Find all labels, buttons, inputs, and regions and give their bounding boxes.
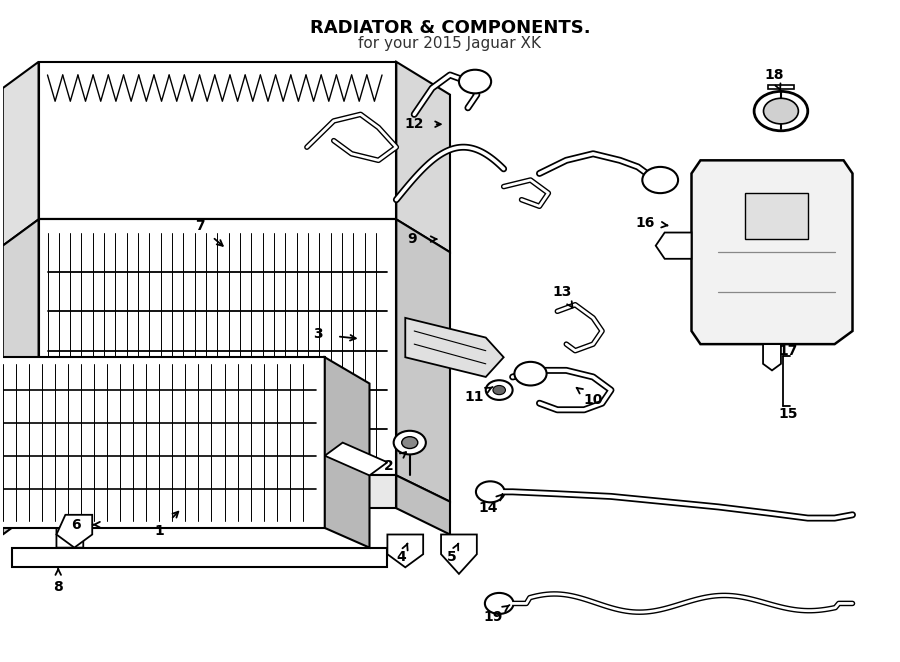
- Text: 12: 12: [404, 117, 424, 131]
- Polygon shape: [57, 515, 84, 547]
- Circle shape: [459, 70, 491, 93]
- Polygon shape: [3, 475, 39, 534]
- Polygon shape: [691, 160, 852, 344]
- Polygon shape: [387, 534, 423, 567]
- Polygon shape: [39, 475, 396, 508]
- Circle shape: [493, 385, 506, 395]
- Text: 7: 7: [194, 219, 204, 233]
- Polygon shape: [0, 357, 325, 528]
- Polygon shape: [763, 344, 781, 370]
- Text: 8: 8: [53, 580, 63, 594]
- Polygon shape: [3, 219, 39, 495]
- Circle shape: [763, 98, 798, 124]
- Polygon shape: [3, 62, 39, 246]
- Circle shape: [643, 167, 678, 193]
- Circle shape: [515, 362, 546, 385]
- Polygon shape: [57, 515, 92, 547]
- Text: 13: 13: [552, 285, 572, 299]
- Text: 16: 16: [635, 216, 654, 230]
- Polygon shape: [745, 193, 808, 239]
- Polygon shape: [325, 443, 387, 475]
- Polygon shape: [325, 357, 370, 547]
- Polygon shape: [12, 547, 387, 567]
- Polygon shape: [405, 318, 504, 377]
- Polygon shape: [441, 534, 477, 574]
- Text: 4: 4: [397, 551, 407, 565]
- Text: 19: 19: [483, 610, 502, 624]
- Text: RADIATOR & COMPONENTS.: RADIATOR & COMPONENTS.: [310, 19, 590, 37]
- Circle shape: [476, 481, 505, 502]
- Text: 10: 10: [583, 393, 603, 407]
- Text: 14: 14: [479, 501, 499, 515]
- Text: 9: 9: [408, 232, 418, 246]
- Polygon shape: [396, 219, 450, 502]
- Text: 6: 6: [71, 518, 81, 532]
- Circle shape: [393, 431, 426, 454]
- Polygon shape: [396, 62, 450, 252]
- Text: 2: 2: [384, 459, 394, 473]
- Text: 3: 3: [313, 327, 322, 342]
- Text: 18: 18: [764, 68, 784, 82]
- Polygon shape: [39, 62, 396, 219]
- Text: 17: 17: [778, 344, 797, 357]
- Polygon shape: [396, 475, 450, 534]
- Text: 1: 1: [155, 524, 164, 538]
- Text: 15: 15: [778, 407, 797, 422]
- Circle shape: [401, 437, 418, 448]
- Polygon shape: [768, 85, 795, 89]
- Circle shape: [754, 91, 808, 131]
- Polygon shape: [39, 219, 396, 475]
- Circle shape: [485, 593, 514, 614]
- Circle shape: [486, 380, 513, 400]
- Polygon shape: [656, 232, 691, 259]
- Text: for your 2015 Jaguar XK: for your 2015 Jaguar XK: [358, 36, 542, 50]
- Text: 5: 5: [447, 551, 456, 565]
- Text: 11: 11: [464, 390, 484, 404]
